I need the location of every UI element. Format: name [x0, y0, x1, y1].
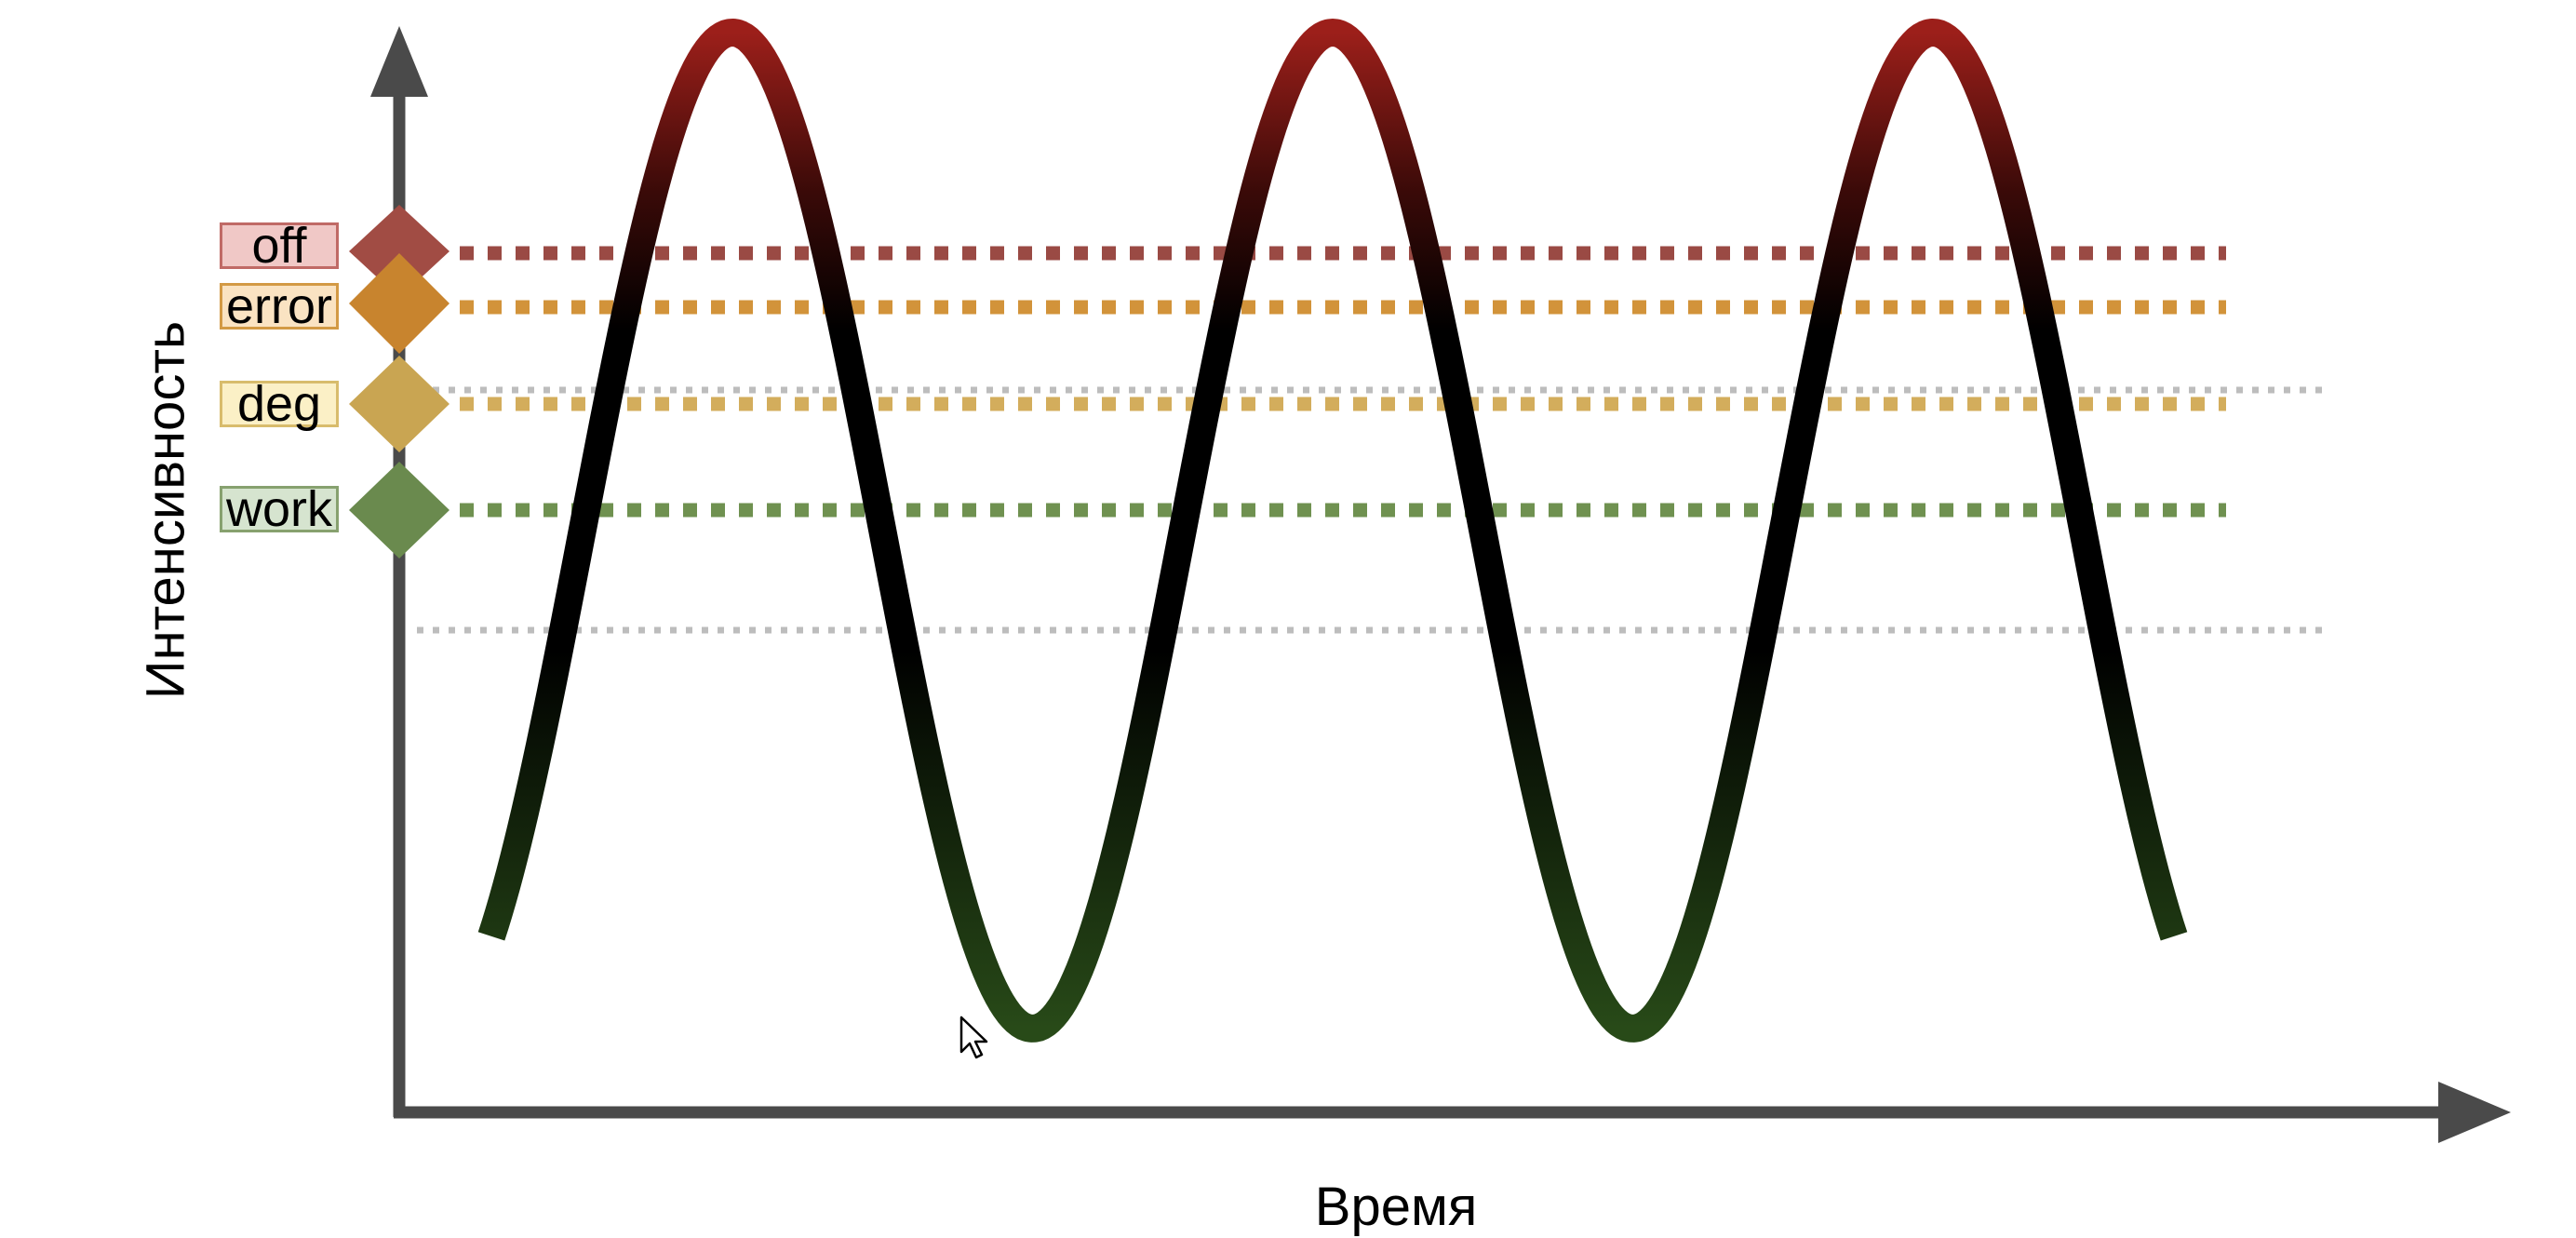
- y-axis-label: Интенсивность: [135, 320, 196, 700]
- y-axis-arrowhead: [370, 26, 428, 97]
- work-level-label: work: [220, 484, 339, 534]
- deg-level-label: deg: [220, 379, 339, 429]
- deg-diamond-marker: [349, 356, 449, 452]
- work-diamond-marker: [349, 462, 449, 558]
- off-diamond-marker: [349, 205, 449, 298]
- off-level-label: off: [220, 221, 339, 271]
- error-level-label: error: [220, 281, 339, 331]
- mouse-cursor-icon: [959, 1016, 988, 1059]
- error-diamond-marker: [349, 253, 449, 354]
- x-axis-label: Время: [1314, 1177, 1478, 1237]
- x-axis-arrowhead: [2438, 1082, 2511, 1143]
- intensity-wave-curve: [477, 19, 2188, 1043]
